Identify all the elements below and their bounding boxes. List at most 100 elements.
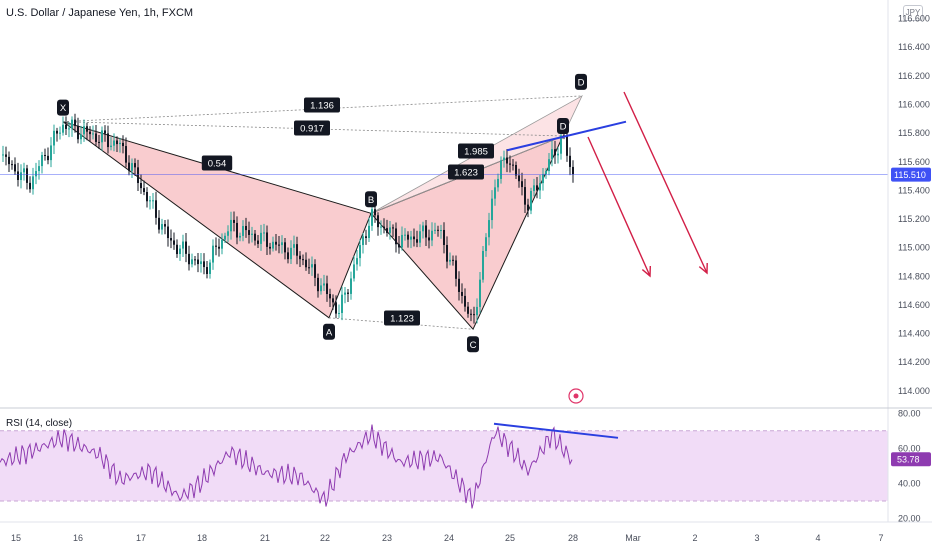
- rsi-indicator-label[interactable]: RSI (14, close): [6, 418, 73, 429]
- candle: [329, 288, 331, 307]
- candle-body: [74, 119, 76, 126]
- price-trendline[interactable]: [506, 120, 627, 152]
- ratio-label: 1.123: [384, 310, 420, 326]
- time-tick-label: Mar: [625, 533, 641, 543]
- arrow-head: [641, 265, 652, 278]
- candle-body: [155, 200, 157, 218]
- projection-arrow[interactable]: [587, 136, 652, 278]
- candle: [332, 294, 334, 310]
- candle: [311, 256, 313, 276]
- candle-body: [281, 242, 283, 246]
- time-tick-label: 21: [260, 533, 270, 543]
- candle-body: [299, 255, 301, 260]
- candle: [35, 162, 37, 185]
- price-tick-label: 115.200: [898, 214, 930, 224]
- time-tick-label: 15: [11, 533, 21, 543]
- candle-body: [134, 163, 136, 168]
- candle-body: [485, 237, 487, 252]
- candle: [302, 254, 304, 266]
- candle: [170, 229, 172, 249]
- candle-body: [194, 259, 196, 261]
- candle: [215, 237, 217, 256]
- candle-body: [359, 245, 361, 259]
- rsi-value-badge[interactable]: 53.78: [891, 452, 931, 467]
- candle: [146, 187, 148, 208]
- candle-body: [140, 183, 142, 189]
- candle-body: [560, 135, 562, 154]
- candle-body: [536, 185, 538, 191]
- candle-body: [314, 264, 316, 278]
- candle: [194, 255, 196, 266]
- candle: [41, 151, 43, 174]
- candle: [383, 218, 385, 234]
- candle-body: [368, 225, 370, 238]
- candle-body: [338, 313, 340, 315]
- candle-body: [104, 130, 106, 134]
- candle-body: [296, 244, 298, 256]
- candle: [140, 174, 142, 194]
- candle: [506, 149, 508, 173]
- candle-body: [290, 247, 292, 260]
- candle-body: [416, 239, 418, 243]
- rsi-line: [0, 424, 573, 509]
- candle-body: [524, 187, 526, 205]
- candle-body: [404, 234, 406, 236]
- candle: [20, 164, 22, 189]
- candle: [500, 156, 502, 184]
- candle-body: [398, 244, 400, 248]
- candle-body: [2, 154, 4, 156]
- candle: [266, 225, 268, 256]
- price-tick-label: 116.200: [898, 71, 930, 81]
- candle: [137, 159, 139, 192]
- candle-body: [413, 236, 415, 240]
- candle-body: [311, 264, 313, 268]
- candle: [227, 225, 229, 243]
- currency-badge[interactable]: JPY: [903, 5, 923, 21]
- ratio-label-bg: [448, 164, 484, 180]
- candle-body: [233, 219, 235, 223]
- candle-body: [347, 292, 349, 294]
- last-price-badge[interactable]: 115.510: [891, 167, 931, 182]
- candle-body: [98, 141, 100, 143]
- rsi-trendline[interactable]: [493, 422, 619, 439]
- candle: [155, 191, 157, 225]
- candle: [257, 235, 259, 249]
- candle-body: [257, 240, 259, 244]
- candle: [284, 238, 286, 260]
- candle-body: [149, 200, 151, 202]
- candle: [65, 116, 67, 135]
- candle: [188, 245, 190, 271]
- candle-body: [545, 171, 547, 175]
- candle: [224, 232, 226, 244]
- time-tick-label: 22: [320, 533, 330, 543]
- candle: [290, 240, 292, 264]
- candle: [173, 232, 175, 250]
- candle: [527, 198, 529, 218]
- candle-body: [335, 302, 337, 314]
- candle-body: [389, 227, 391, 233]
- candle: [476, 298, 478, 324]
- event-marker-icon[interactable]: [568, 388, 584, 404]
- candle: [26, 164, 28, 190]
- candle: [425, 220, 427, 247]
- candle-body: [212, 245, 214, 263]
- projection-arrow[interactable]: [623, 91, 708, 275]
- candle-body: [218, 246, 220, 249]
- candle: [134, 158, 136, 176]
- candle: [164, 220, 166, 235]
- candle-body: [533, 185, 535, 191]
- candle: [74, 113, 76, 133]
- candle: [254, 230, 256, 246]
- candle: [398, 236, 400, 254]
- rsi-tick-label: 40.00: [898, 478, 921, 488]
- point-label-text: A: [326, 327, 333, 338]
- candle-body: [332, 298, 334, 303]
- ratio-line-xd2: [62, 95, 583, 123]
- candle-body: [224, 235, 226, 240]
- candle: [401, 226, 403, 251]
- candle-body: [494, 187, 496, 199]
- candle: [545, 168, 547, 179]
- candle: [458, 271, 460, 301]
- candle: [275, 233, 277, 251]
